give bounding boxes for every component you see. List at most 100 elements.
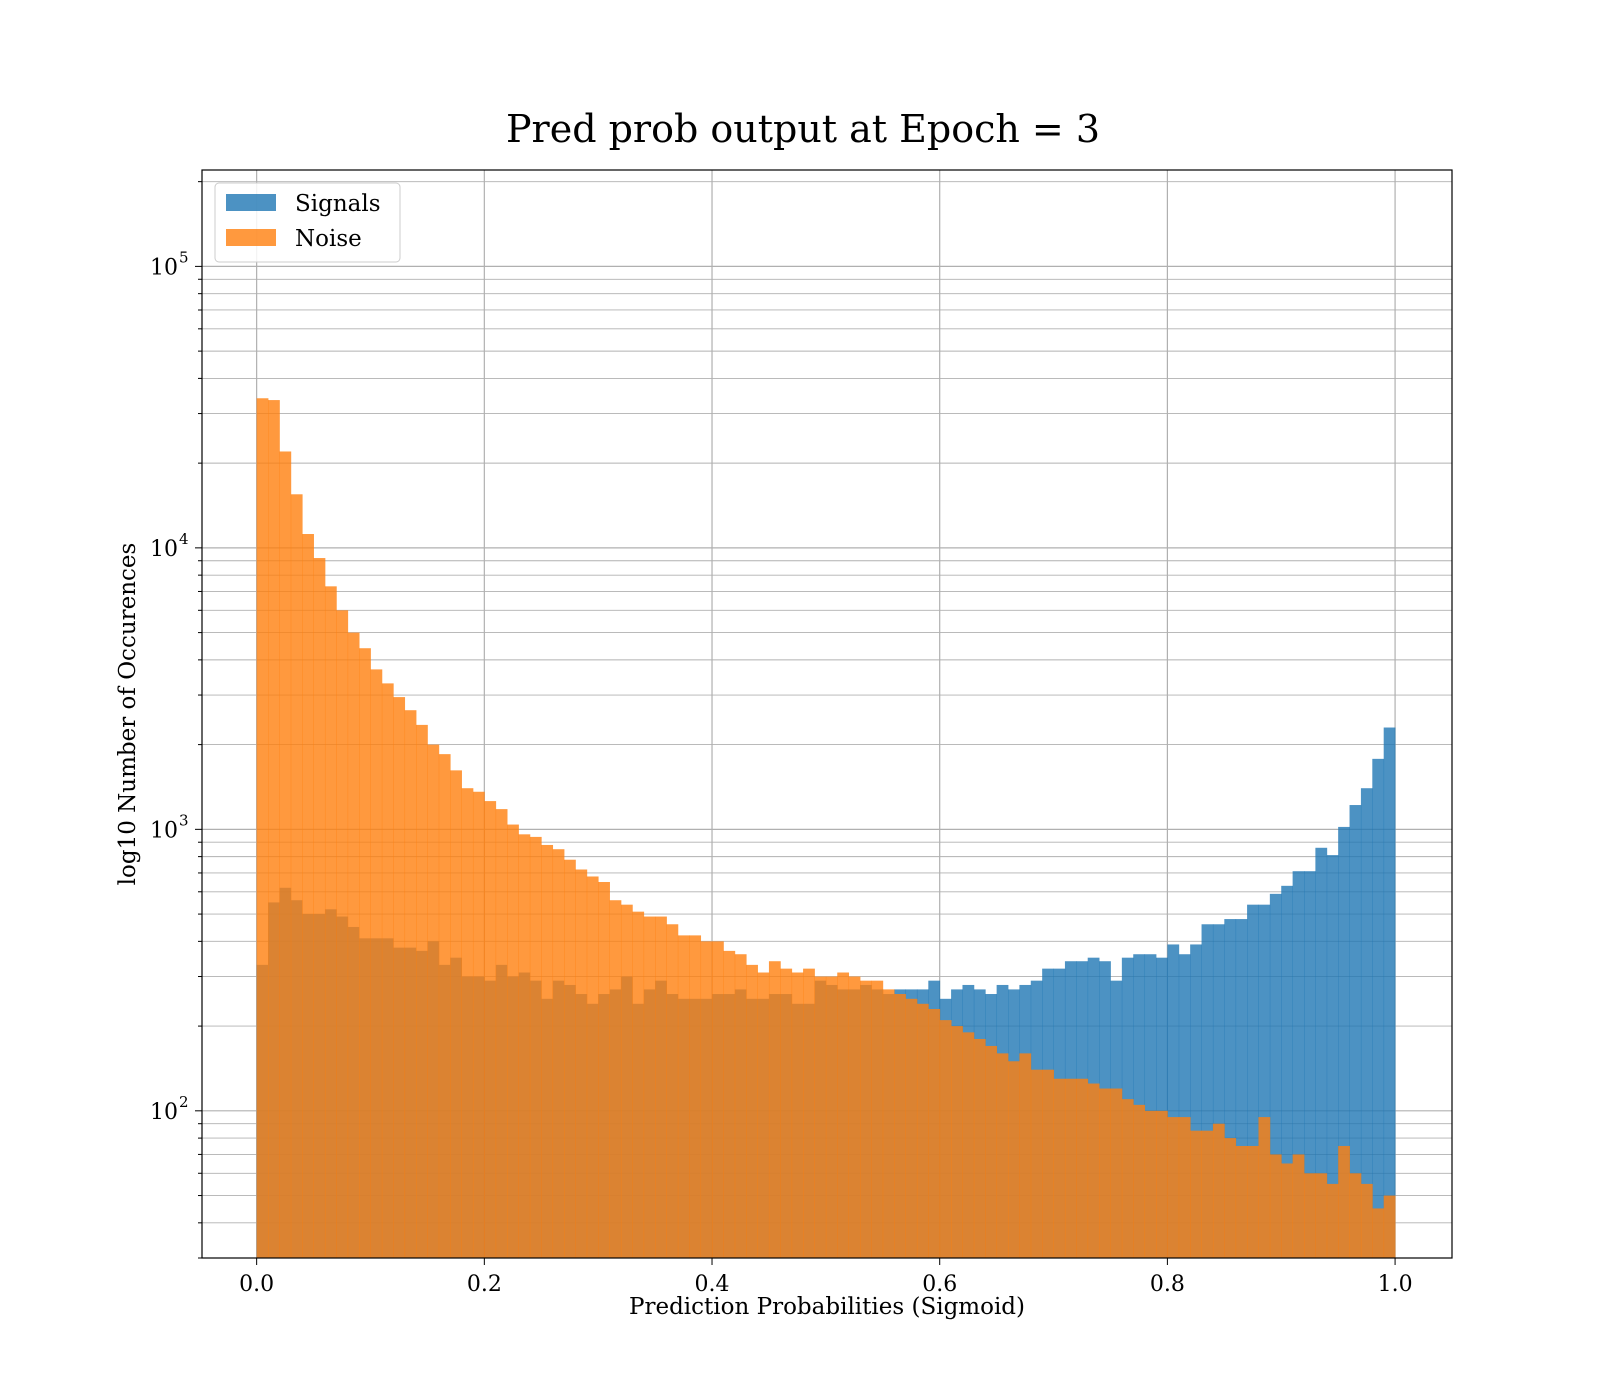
bar-noise <box>586 876 599 1258</box>
bar-noise <box>1190 1130 1202 1258</box>
bar-noise <box>962 1032 975 1258</box>
bar-noise <box>632 911 645 1258</box>
bar-signals <box>1292 871 1305 1258</box>
bar-noise <box>825 976 838 1258</box>
bar-noise <box>598 882 610 1258</box>
bar-noise <box>1133 1104 1146 1258</box>
bar-noise <box>1087 1083 1100 1258</box>
x-tick-label: 0.0 <box>239 1272 274 1297</box>
bar-noise <box>1269 1154 1282 1258</box>
bar-noise <box>1338 1145 1350 1258</box>
bar-noise <box>461 788 474 1258</box>
bar-noise <box>780 968 793 1258</box>
bar-noise <box>916 1003 929 1258</box>
bar-noise <box>324 586 337 1258</box>
bar-noise <box>1372 1208 1385 1258</box>
legend-label-signals: Signals <box>295 191 381 217</box>
bar-noise <box>541 844 554 1258</box>
bar-noise <box>848 976 861 1258</box>
chart-title: Pred prob output at Epoch = 3 <box>506 107 1100 151</box>
bar-noise <box>814 976 827 1258</box>
bar-noise <box>313 558 326 1258</box>
x-tick-label: 0.2 <box>467 1272 502 1297</box>
bar-noise <box>1156 1110 1168 1258</box>
bar-signals <box>1269 893 1282 1258</box>
bar-noise <box>1201 1130 1214 1258</box>
bar-signals <box>1224 919 1237 1258</box>
bar-signals <box>1235 919 1248 1258</box>
bar-noise <box>746 964 758 1258</box>
bar-noise <box>757 972 770 1258</box>
bar-noise <box>1099 1088 1111 1258</box>
bar-signals <box>1383 727 1396 1258</box>
y-tick-label: 10 <box>150 1100 178 1125</box>
bar-noise <box>450 770 462 1258</box>
bar-noise <box>1167 1117 1180 1258</box>
bar-noise <box>860 980 872 1258</box>
y-tick-exponent: 5 <box>179 248 189 266</box>
bar-noise <box>666 924 679 1258</box>
bar-noise <box>768 961 781 1258</box>
bar-noise <box>734 954 747 1258</box>
histogram-bars <box>256 398 1396 1258</box>
bar-noise <box>973 1038 986 1258</box>
y-tick-label: 10 <box>150 537 178 562</box>
y-tick-label: 10 <box>150 255 178 280</box>
bar-noise <box>256 398 269 1258</box>
bar-signals <box>1338 826 1350 1258</box>
bar-noise <box>996 1053 1009 1258</box>
bar-noise <box>700 941 713 1258</box>
x-tick-label: 1.0 <box>1378 1272 1413 1297</box>
bar-noise <box>507 824 519 1258</box>
bar-noise <box>1121 1099 1134 1258</box>
bar-signals <box>1247 904 1259 1258</box>
bar-noise <box>1144 1110 1157 1258</box>
bar-noise <box>302 534 314 1258</box>
bar-signals <box>1258 904 1271 1258</box>
bar-noise <box>928 1009 941 1258</box>
bar-noise <box>620 904 633 1258</box>
bar-noise <box>518 834 531 1258</box>
x-tick-label: 0.8 <box>1150 1272 1185 1297</box>
bar-signals <box>1201 924 1214 1258</box>
bar-noise <box>472 791 485 1258</box>
bar-noise <box>689 935 702 1258</box>
bar-signals <box>1144 954 1157 1258</box>
bar-noise <box>1053 1078 1066 1258</box>
bar-noise <box>894 994 906 1258</box>
bar-noise <box>1349 1173 1362 1258</box>
bar-noise <box>427 744 440 1258</box>
bar-signals <box>1372 758 1385 1258</box>
bar-noise <box>723 950 736 1258</box>
bar-noise <box>1064 1078 1077 1258</box>
bar-noise <box>1008 1061 1020 1258</box>
bar-signals <box>1212 924 1225 1258</box>
bar-noise <box>484 801 497 1258</box>
bar-noise <box>359 648 371 1258</box>
bar-noise <box>712 941 724 1258</box>
y-axis-label: log10 Number of Occurences <box>115 543 141 886</box>
bar-signals <box>1349 805 1362 1258</box>
bar-signals <box>1360 788 1373 1258</box>
bar-noise <box>564 859 576 1258</box>
bar-noise <box>643 916 656 1258</box>
bar-noise <box>1019 1053 1032 1258</box>
bar-signals <box>1167 944 1180 1258</box>
bar-signals <box>1326 855 1339 1258</box>
bar-noise <box>495 809 508 1258</box>
bar-signals <box>1178 954 1191 1258</box>
x-tick-label: 0.6 <box>922 1272 957 1297</box>
bar-noise <box>905 998 918 1258</box>
bar-noise <box>416 724 428 1258</box>
y-tick-exponent: 2 <box>179 1093 189 1111</box>
y-tick-exponent: 3 <box>179 811 189 829</box>
y-tick-exponent: 4 <box>179 530 189 548</box>
bar-noise <box>404 710 417 1258</box>
bar-noise <box>1315 1173 1328 1258</box>
bar-noise <box>1030 1069 1043 1258</box>
bar-noise <box>882 989 895 1258</box>
bar-noise <box>1235 1145 1248 1258</box>
bar-signals <box>1156 957 1168 1258</box>
bar-noise <box>1212 1123 1225 1258</box>
